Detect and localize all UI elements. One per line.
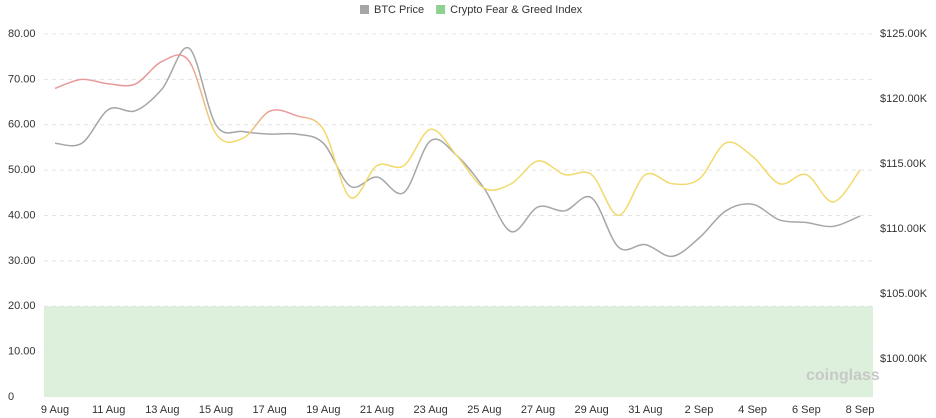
y-tick-label: 80.00 [8,28,36,40]
x-tick-label: 11 Aug [92,404,125,416]
y2-tick-label: $105.00K [880,288,928,300]
y2-tick-label: $100.00K [880,353,928,365]
x-tick-label: 4 Sep [738,404,767,416]
x-tick-label: 19 Aug [306,404,340,416]
x-tick-label: 6 Sep [792,404,821,416]
y2-tick-label: $120.00K [880,93,928,105]
series-line [54,54,861,217]
y-tick-label: 10.00 [8,346,36,358]
y2-tick-label: $115.00K [880,158,927,170]
y-tick-label: 20.00 [8,300,36,312]
x-tick-label: 17 Aug [253,404,287,416]
x-tick-label: 13 Aug [145,404,179,416]
legend-label: BTC Price [374,4,424,16]
x-tick-label: 9 Aug [41,404,69,416]
x-tick-label: 2 Sep [685,404,714,416]
legend-label: Crypto Fear & Greed Index [450,4,583,16]
y-tick-label: 0 [8,391,14,403]
x-tick-label: 31 Aug [628,404,662,416]
watermark: coinglass [806,367,880,384]
y2-tick-label: $125.00K [880,28,928,40]
y-tick-label: 70.00 [8,73,36,85]
x-tick-label: 15 Aug [199,404,233,416]
legend-swatch [436,5,446,14]
y-tick-label: 50.00 [8,164,36,176]
x-tick-label: 27 Aug [521,404,555,416]
x-tick-label: 21 Aug [360,404,394,416]
y-tick-label: 30.00 [8,255,36,267]
legend-swatch [360,5,369,14]
y-tick-label: 60.00 [8,119,36,131]
x-tick-label: 8 Sep [846,404,875,416]
x-tick-label: 25 Aug [467,404,501,416]
y2-tick-label: $110.00K [880,223,927,235]
x-tick-label: 23 Aug [414,404,448,416]
x-tick-label: 29 Aug [575,404,609,416]
y-tick-label: 40.00 [8,209,36,221]
